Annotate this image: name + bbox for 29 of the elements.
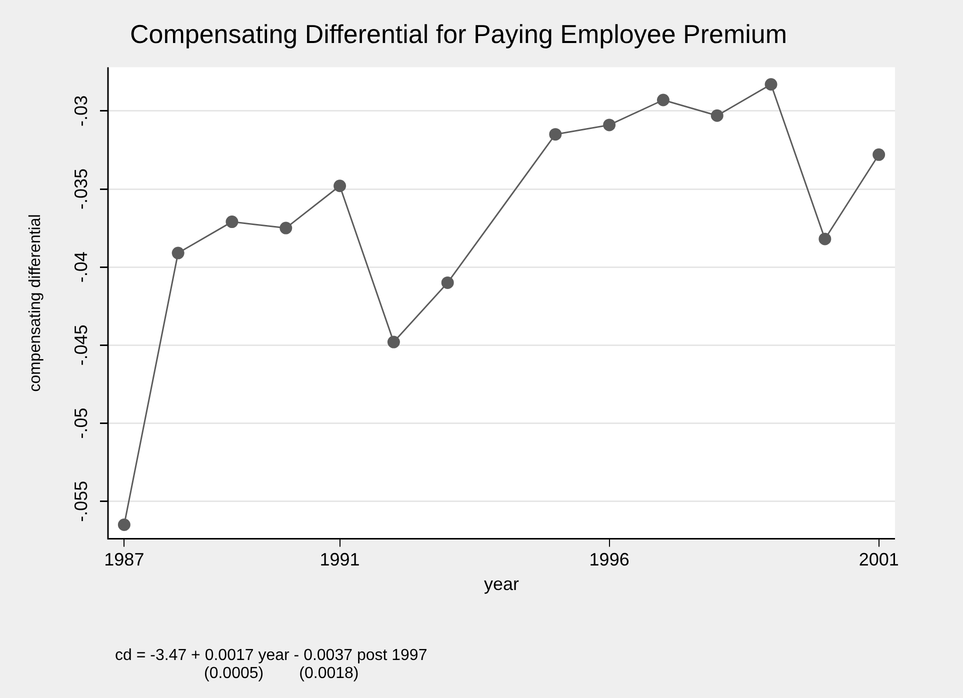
text: (0.0005) (0.0018) bbox=[204, 665, 359, 682]
y-tick-label: -.055 bbox=[70, 480, 91, 522]
point bbox=[549, 128, 562, 141]
x-axis-title: year bbox=[484, 574, 520, 594]
x-tick-label: 1996 bbox=[589, 550, 630, 570]
y-tick-label: -.035 bbox=[70, 168, 91, 210]
point bbox=[172, 246, 184, 260]
point bbox=[710, 109, 724, 122]
x-tick-label: 2001 bbox=[858, 550, 899, 570]
point bbox=[603, 118, 616, 132]
point bbox=[118, 518, 130, 531]
chart-title: Compensating Differential for Paying Employee Premium bbox=[130, 18, 788, 49]
point bbox=[334, 180, 346, 192]
text: cd = -3.47 + 0.0017 year - 0.0037 post 1997 bbox=[115, 647, 428, 664]
point bbox=[872, 148, 886, 161]
x-tick-label: 1991 bbox=[320, 550, 360, 570]
point bbox=[387, 336, 400, 348]
point bbox=[280, 222, 292, 234]
y-tick-label: -.03 bbox=[70, 95, 91, 126]
y-tick-label: -.04 bbox=[70, 252, 91, 283]
y-tick-label: -.05 bbox=[70, 408, 91, 439]
x-tick-label: 1987 bbox=[104, 550, 144, 570]
point bbox=[441, 276, 454, 289]
point bbox=[226, 216, 238, 228]
y-tick-label: -.045 bbox=[70, 324, 91, 366]
point bbox=[656, 94, 670, 106]
point bbox=[818, 232, 832, 246]
point bbox=[764, 78, 778, 91]
y-axis-title: compensating differential bbox=[27, 214, 44, 392]
